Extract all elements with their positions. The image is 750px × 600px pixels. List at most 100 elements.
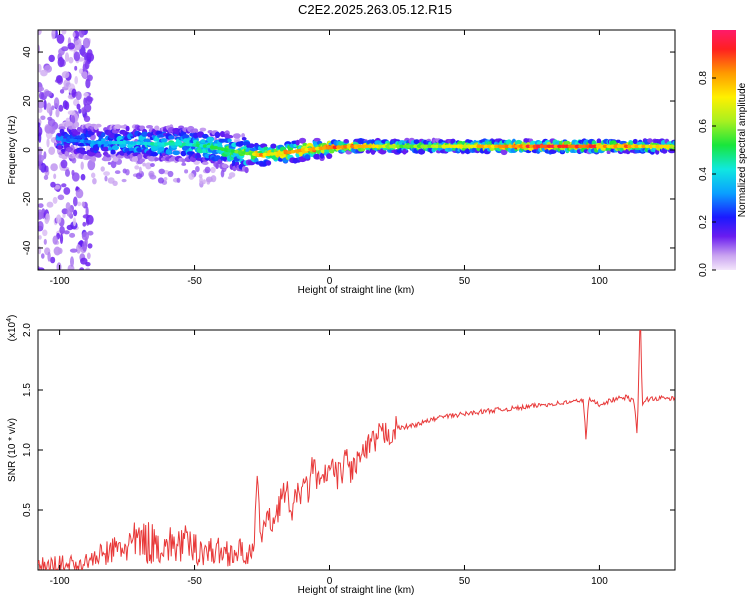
- spectrogram-ridge-cell: [172, 150, 180, 156]
- spectrogram-ridge-cell: [343, 139, 349, 143]
- spectrogram-ridge-cell: [181, 158, 186, 164]
- spectrogram-noise-cell: [61, 46, 69, 52]
- spectrogram-noise-cell: [59, 89, 65, 94]
- spectrogram-xtick-label: 0: [327, 276, 333, 287]
- spectrogram-noise-cell: [81, 201, 86, 207]
- spectrogram-noise-cell: [87, 230, 94, 236]
- spectrogram-xlabel: Height of straight line (km): [298, 285, 415, 296]
- spectrogram-xtick-label: 50: [459, 276, 471, 287]
- spectrogram-noise-cell: [80, 257, 88, 265]
- spectrogram-noise-cell: [85, 78, 91, 89]
- spectrogram-noise-cell: [50, 181, 56, 188]
- spectrogram-noise-cell: [38, 63, 42, 73]
- spectrogram-xtick-label: 100: [591, 276, 608, 287]
- spectrogram-noise-cell: [134, 165, 140, 170]
- spectrogram-noise-cell: [176, 177, 181, 183]
- spectrogram-noise-cell: [54, 184, 61, 190]
- spectrogram-noise-cell: [138, 166, 142, 174]
- spectrogram-ridge-cell: [227, 138, 232, 143]
- spectrogram-ridge-cell: [193, 128, 199, 134]
- spectrogram-ridge-cell: [131, 156, 139, 162]
- spectrogram-noise-cell: [71, 157, 77, 164]
- spectrogram-noise-cell: [38, 203, 44, 209]
- spectrogram-ridge-core: [437, 144, 443, 149]
- spectrogram-ridge-cell: [370, 148, 376, 155]
- spectrogram-noise-cell: [62, 213, 66, 218]
- spectrogram-noise-cell: [56, 262, 62, 270]
- spectrogram-ridge-cell: [80, 150, 88, 155]
- spectrogram-noise-cell: [110, 160, 117, 169]
- spectrogram-ridge-cell: [57, 133, 62, 137]
- spectrogram-noise-cell: [184, 169, 189, 174]
- spectrogram-axes: -100 -50 0 50 100 -40 -20 0 20 40: [22, 30, 675, 287]
- spectrogram-ridge-cell: [221, 163, 228, 169]
- spectrogram-ridge-cell: [141, 131, 149, 137]
- spectrogram-noise-cell: [83, 115, 91, 123]
- spectrogram-noise-cell: [43, 238, 47, 245]
- spectrogram-noise-cell: [46, 138, 50, 148]
- spectrogram-panel: -100 -50 0 50 100 -40 -20 0 20 40 Height of strai…: [7, 29, 676, 296]
- spectrogram-noise-cell: [73, 209, 78, 217]
- spectrogram-noise-cell: [59, 233, 64, 244]
- spectrogram-ridge-cell: [313, 153, 321, 160]
- svg-text:(x104): (x104): [6, 315, 18, 342]
- spectrogram-ridge-cell: [74, 121, 80, 128]
- spectrogram-noise-cell: [59, 226, 65, 235]
- spectrogram-noise-cell: [57, 247, 63, 254]
- spectrogram-noise-cell: [81, 51, 88, 58]
- spectrogram-noise-cell: [68, 56, 74, 64]
- spectrogram-noise-cell: [228, 172, 236, 178]
- spectrogram-noise-cell: [57, 194, 65, 201]
- spectrogram-noise-cell: [74, 65, 78, 71]
- spectrogram-ridge-cell: [200, 139, 206, 144]
- spectrogram-ridge-cell: [207, 137, 213, 144]
- spectrogram-noise-cell: [145, 162, 152, 170]
- spectrogram-noise-cell: [41, 253, 45, 259]
- snr-ylabel: SNR (10 * v/v): [7, 418, 18, 482]
- spectrogram-noise-cell: [76, 103, 81, 110]
- snr-xtick-label: 0: [327, 576, 333, 587]
- spectrogram-ridge-cell: [101, 132, 106, 138]
- spectrogram-ridge-cell: [76, 126, 82, 133]
- spectrogram-xtick-label: -50: [187, 276, 202, 287]
- spectrogram-ridge-core: [122, 140, 128, 145]
- spectrogram-noise-cell: [53, 173, 57, 180]
- spectrogram-noise-cell: [47, 116, 53, 121]
- spectrogram-ridge-cell: [154, 125, 160, 131]
- spectrogram-ridge-core: [476, 144, 482, 149]
- spectrogram-noise-cell: [122, 168, 127, 174]
- spectrogram-noise-cell: [61, 183, 67, 188]
- spectrogram-noise-cell: [48, 54, 55, 63]
- spectrogram-noise-cell: [157, 177, 165, 184]
- spectrogram-noise-cell: [69, 248, 78, 253]
- spectrogram-ytick-label: 20: [22, 95, 33, 107]
- spectrogram-noise-cell: [48, 146, 56, 155]
- spectrogram-ridge-cell: [104, 155, 112, 162]
- colorbar-tick-label: 0.8: [698, 71, 709, 85]
- spectrogram-noise-cell: [206, 176, 213, 183]
- spectrogram-ridge-cell: [464, 148, 472, 154]
- snr-scale-exponent: 4: [6, 318, 13, 322]
- spectrogram-noise-cell: [38, 99, 45, 109]
- snr-ytick-label: 2.0: [22, 323, 33, 337]
- spectrogram-noise-cell: [204, 166, 211, 174]
- spectrogram-noise-cell: [85, 262, 91, 267]
- spectrogram-ridge-cell: [248, 143, 255, 148]
- spectrogram-ridge-core: [634, 144, 640, 149]
- colorbar-label: Normalized spectral amplitude: [737, 82, 748, 217]
- spectrogram-noise-cell: [61, 30, 67, 35]
- spectrogram-ridge-cell: [402, 148, 407, 155]
- spectrogram-ridge-core: [399, 144, 405, 149]
- spectrogram-noise-cell: [75, 91, 82, 101]
- spectrogram-noise-cell: [202, 179, 206, 185]
- spectrogram-noise-cell: [65, 202, 71, 211]
- snr-xlabel: Height of straight line (km): [298, 585, 415, 596]
- spectrogram-noise-cell: [195, 166, 200, 173]
- spectrogram-image: [38, 30, 675, 270]
- spectrogram-ridge-cell: [95, 123, 102, 128]
- spectrogram-ridge-cell: [277, 158, 284, 162]
- spectrogram-noise-cell: [65, 169, 70, 177]
- spectrogram-noise-cell: [40, 115, 46, 121]
- spectrogram-ridge-cell: [178, 125, 185, 130]
- spectrogram-noise-cell: [82, 37, 91, 49]
